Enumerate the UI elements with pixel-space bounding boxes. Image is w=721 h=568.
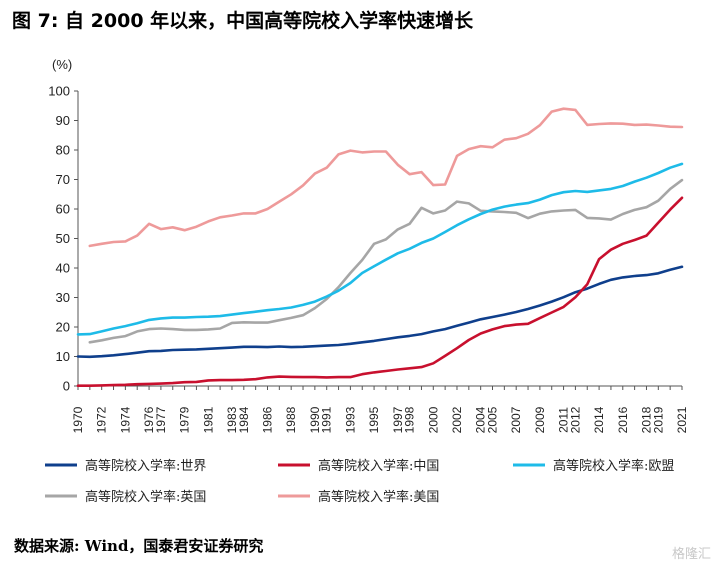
series-line-3 — [88, 178, 684, 344]
x-tick-label: 1970 — [71, 406, 85, 433]
y-tick-label: 80 — [56, 143, 70, 158]
y-tick-label: 70 — [56, 172, 70, 187]
watermark: 格隆汇 — [671, 547, 711, 562]
x-tick-label: 2004 — [474, 406, 488, 433]
x-tick-label: 1974 — [118, 406, 132, 433]
x-tick-label: 1972 — [95, 406, 109, 433]
x-tick-label: 1990 — [308, 406, 322, 433]
x-tick-label: 1986 — [260, 406, 274, 433]
x-tick-label: 1997 — [391, 406, 405, 433]
axes — [77, 91, 682, 387]
series-line-0 — [76, 265, 684, 359]
series-line-2 — [76, 162, 684, 336]
chart-title: 图 7: 自 2000 年以来，中国高等院校入学率快速增长 — [12, 10, 474, 32]
y-tick-label: 90 — [56, 113, 70, 128]
x-tick-label: 2007 — [509, 406, 523, 433]
x-tick-label: 2018 — [639, 406, 653, 433]
x-tick-label: 2002 — [450, 406, 464, 433]
x-tick-label: 1976 — [142, 406, 156, 433]
x-tick-label: 2005 — [486, 406, 500, 433]
y-tick-label: 40 — [56, 261, 70, 276]
y-tick-label: 30 — [56, 290, 70, 305]
x-tick-label: 2014 — [592, 406, 606, 433]
legend-label: 高等院校入学率:欧盟 — [553, 458, 674, 474]
y-tick-label: 60 — [56, 202, 70, 217]
y-tick-label: 50 — [56, 231, 70, 246]
x-tick-label: 1998 — [403, 406, 417, 433]
x-tick-label: 1981 — [201, 406, 215, 433]
legend-label: 高等院校入学率:世界 — [85, 458, 206, 474]
legend-label: 高等院校入学率:中国 — [318, 458, 439, 474]
x-tick-label: 1991 — [320, 406, 334, 433]
y-tick-label: 10 — [56, 349, 70, 364]
legend-label: 高等院校入学率:英国 — [85, 489, 206, 505]
x-tick-label: 2009 — [533, 406, 547, 433]
x-tick-label: 2016 — [616, 406, 630, 433]
x-tick-label: 1995 — [367, 406, 381, 433]
x-tick-label: 1984 — [237, 406, 251, 433]
x-tick-label: 2021 — [675, 406, 689, 433]
x-tick-label: 1988 — [284, 406, 298, 433]
x-tick-label: 2019 — [651, 406, 665, 433]
legend: 高等院校入学率:世界 高等院校入学率:中国 高等院校入学率:欧盟高等院校入学率:英国… — [45, 458, 674, 505]
y-axis-ticks: 0 10 20 30 40 50 60 70 80 90 100 — [48, 84, 78, 394]
legend-label: 高等院校入学率:美国 — [318, 489, 439, 505]
source-note: 数据来源: Wind，国泰君安证券研究 — [14, 537, 264, 555]
x-tick-label: 1977 — [154, 406, 168, 433]
y-tick-label: 0 — [63, 379, 70, 394]
x-tick-label: 2000 — [426, 406, 440, 433]
series-line-1 — [76, 196, 684, 388]
y-tick-label: 20 — [56, 320, 70, 335]
x-tick-label: 1993 — [343, 406, 357, 433]
x-tick-label: 1979 — [178, 406, 192, 433]
x-tick-label: 2011 — [557, 407, 571, 433]
y-axis-unit-label: (%) — [52, 57, 72, 72]
series-line-4 — [88, 107, 684, 248]
y-tick-label: 100 — [48, 84, 70, 99]
series-lines — [76, 107, 684, 388]
x-tick-label: 1983 — [225, 406, 239, 433]
x-tick-label: 2012 — [568, 406, 582, 433]
